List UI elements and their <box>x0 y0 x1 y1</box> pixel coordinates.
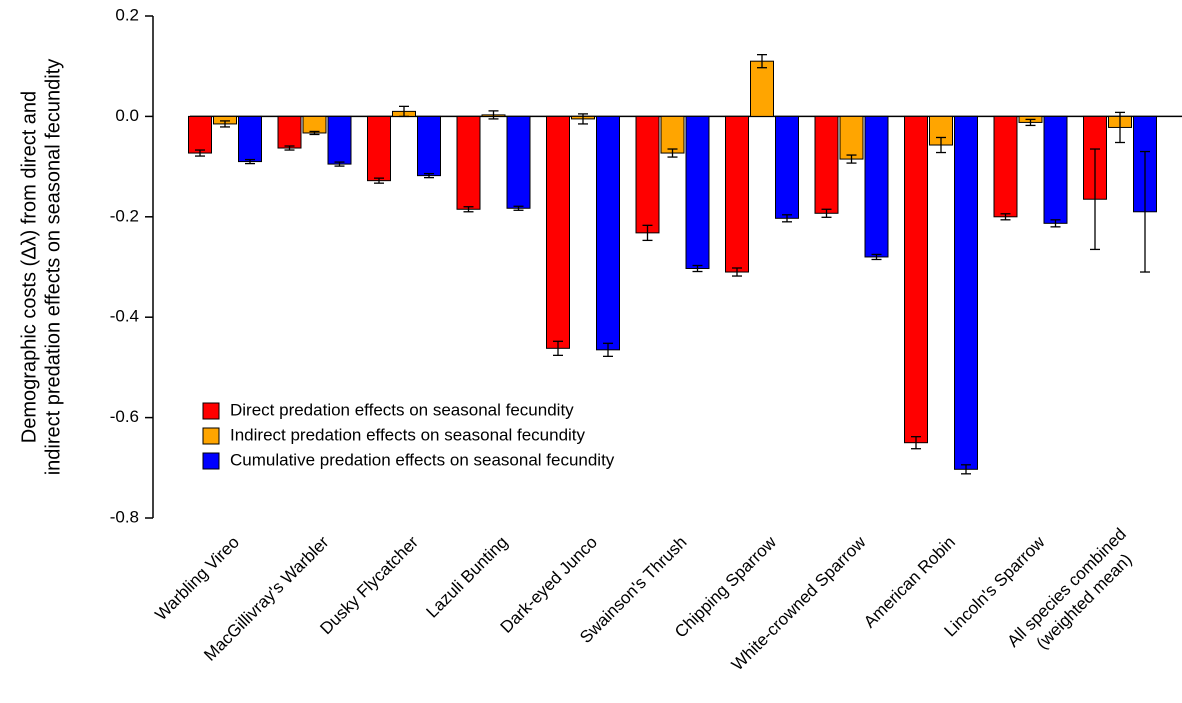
bar <box>506 115 531 209</box>
y-axis-label: indirect predation effects on seasonal f… <box>42 59 64 476</box>
y-axis-label: Demographic costs (Δλ) from direct and <box>18 91 40 443</box>
error-bar <box>399 105 409 118</box>
bar <box>188 115 212 154</box>
y-tick-label: -0.8 <box>110 507 139 526</box>
error-bar <box>692 264 703 273</box>
bar <box>839 115 864 160</box>
error-bar <box>821 208 832 218</box>
bar <box>327 115 352 165</box>
y-tick-label: -0.6 <box>110 407 139 426</box>
bar <box>750 60 774 117</box>
bar <box>660 115 685 154</box>
x-tick-label: American Robin <box>860 533 959 632</box>
error-bar <box>603 342 613 358</box>
bar <box>546 115 570 349</box>
bar <box>993 115 1018 218</box>
legend-label: Direct predation effects on seasonal fec… <box>230 400 574 419</box>
error-bar <box>578 113 588 125</box>
error-bar <box>1025 118 1036 127</box>
error-bar <box>782 214 792 223</box>
error-bar <box>463 206 474 213</box>
x-tick-label: Lazuli Bunting <box>423 533 512 622</box>
error-bar <box>1050 219 1061 228</box>
error-bar <box>667 148 678 158</box>
legend-swatch <box>202 402 220 420</box>
legend-label: Indirect predation effects on seasonal f… <box>230 425 586 444</box>
bar <box>904 115 928 444</box>
error-bar <box>757 54 767 69</box>
bar <box>725 115 749 273</box>
bar <box>814 115 839 214</box>
error-bar <box>424 172 434 179</box>
error-bar <box>1140 150 1150 273</box>
error-bar <box>961 464 971 475</box>
error-bar <box>220 120 230 128</box>
bar <box>864 115 889 258</box>
bar <box>417 115 441 177</box>
error-bar <box>374 177 384 184</box>
error-bar <box>936 136 946 154</box>
error-bar <box>871 253 882 261</box>
legend-label: Cumulative predation effects on seasonal… <box>230 450 615 469</box>
error-bar <box>911 436 921 450</box>
y-tick-label: -0.2 <box>110 206 139 225</box>
error-bar <box>1090 148 1100 251</box>
legend-swatch <box>202 452 220 470</box>
legend-swatch <box>202 427 220 445</box>
error-bar <box>1115 111 1125 144</box>
x-tick-label: Dark-eyed Junco <box>497 533 601 637</box>
bar <box>635 115 660 234</box>
bar <box>238 115 262 163</box>
error-bar <box>334 161 345 167</box>
error-bar <box>309 130 320 136</box>
y-tick-label: 0.0 <box>115 106 139 125</box>
legend: Direct predation effects on seasonal fec… <box>202 400 615 470</box>
error-bar <box>488 110 499 120</box>
error-bar <box>284 145 295 151</box>
x-tick-label: Warbling Vireo <box>151 533 243 625</box>
error-bar <box>195 149 205 157</box>
bar <box>775 115 799 219</box>
bar <box>456 115 481 210</box>
x-tick-label: Dusky Flycatcher <box>316 532 422 638</box>
error-bar <box>732 267 742 277</box>
y-tick-label: 0.2 <box>115 5 139 24</box>
error-bar <box>846 154 857 164</box>
bar <box>954 115 978 470</box>
bar <box>277 115 302 149</box>
bar <box>302 115 327 134</box>
error-bar <box>642 224 653 242</box>
y-tick-label: -0.4 <box>110 307 139 326</box>
bar <box>367 115 391 182</box>
error-bar <box>245 158 255 165</box>
bar <box>685 115 710 270</box>
error-bar <box>513 205 524 211</box>
error-bar <box>1000 213 1011 221</box>
bar <box>1043 115 1068 224</box>
error-bar <box>553 340 563 357</box>
bar <box>596 115 620 351</box>
